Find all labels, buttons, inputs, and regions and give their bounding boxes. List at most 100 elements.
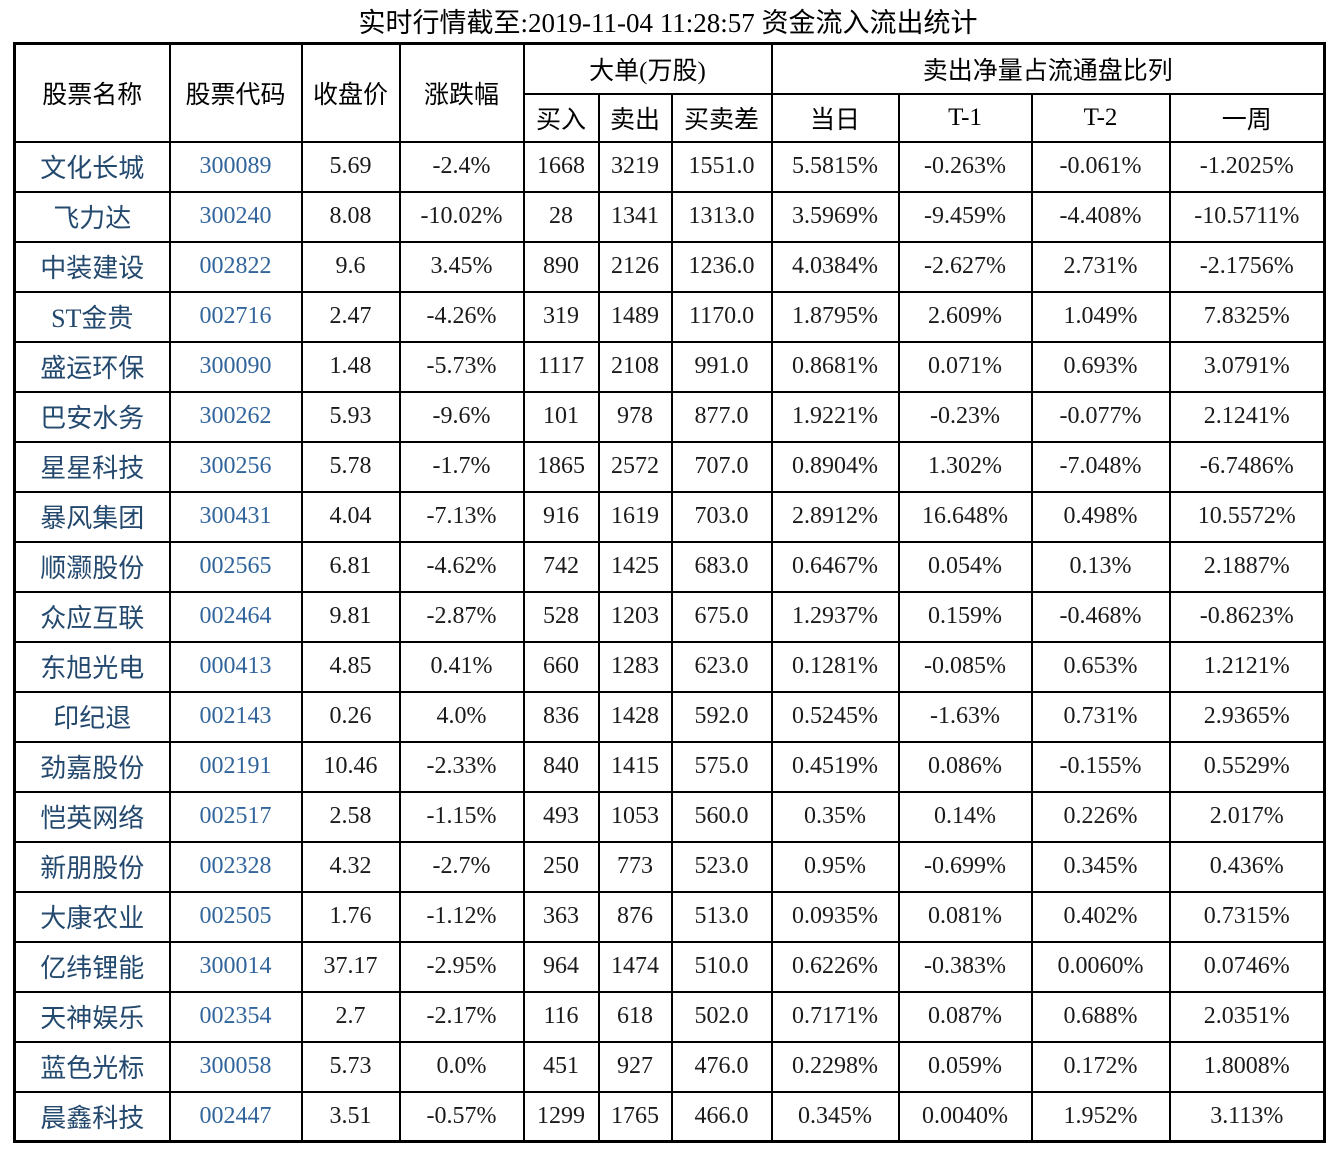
close-price-cell: 5.78: [300, 440, 401, 493]
week-ratio-cell: 2.0351%: [1168, 990, 1326, 1043]
change-pct-cell: -4.62%: [398, 540, 525, 593]
change-pct-cell: -1.15%: [398, 790, 525, 843]
buy-volume-cell: 1865: [522, 440, 600, 493]
t2-ratio-cell: 0.498%: [1030, 490, 1171, 543]
week-ratio-cell: 3.113%: [1168, 1090, 1326, 1143]
change-pct-cell: 0.0%: [398, 1040, 525, 1093]
change-pct-cell: -7.13%: [398, 490, 525, 543]
t1-ratio-cell: -0.263%: [897, 140, 1033, 193]
day-ratio-cell: 2.8912%: [770, 490, 900, 543]
stock-code-cell: 300014: [168, 940, 303, 993]
stock-code-cell: 002822: [168, 240, 303, 293]
close-price-cell: 10.46: [300, 740, 401, 793]
week-ratio-cell: 0.7315%: [1168, 890, 1326, 943]
week-ratio-cell: 0.436%: [1168, 840, 1326, 893]
close-price-cell: 6.81: [300, 540, 401, 593]
buy-volume-cell: 890: [522, 240, 600, 293]
t2-ratio-cell: 0.688%: [1030, 990, 1171, 1043]
stock-name-cell: 顺灏股份: [13, 540, 171, 593]
buy-sell-diff-cell: 1170.0: [670, 290, 773, 343]
close-price-cell: 37.17: [300, 940, 401, 993]
stock-code-cell: 300431: [168, 490, 303, 543]
col-header-week: 一周: [1168, 92, 1326, 143]
buy-volume-cell: 451: [522, 1040, 600, 1093]
day-ratio-cell: 0.95%: [770, 840, 900, 893]
day-ratio-cell: 0.1281%: [770, 640, 900, 693]
t1-ratio-cell: 0.081%: [897, 890, 1033, 943]
change-pct-cell: -1.12%: [398, 890, 525, 943]
close-price-cell: 0.26: [300, 690, 401, 743]
week-ratio-cell: 0.5529%: [1168, 740, 1326, 793]
day-ratio-cell: 1.9221%: [770, 390, 900, 443]
sell-volume-cell: 927: [597, 1040, 673, 1093]
col-header-sell: 卖出: [597, 92, 673, 143]
fund-flow-table: 股票名称 股票代码 收盘价 涨跌幅 大单(万股) 卖出净量占流通盘比列 买入 卖…: [13, 42, 1327, 1143]
col-group-net-sell-ratio: 卖出净量占流通盘比列: [770, 42, 1326, 95]
buy-volume-cell: 1299: [522, 1090, 600, 1143]
close-price-cell: 2.47: [300, 290, 401, 343]
week-ratio-cell: 1.8008%: [1168, 1040, 1326, 1093]
day-ratio-cell: 0.7171%: [770, 990, 900, 1043]
stock-code-cell: 002328: [168, 840, 303, 893]
table-row: 文化长城 300089 5.69 -2.4% 1668 3219 1551.0 …: [13, 140, 1326, 193]
t1-ratio-cell: -0.699%: [897, 840, 1033, 893]
stock-name-cell: 东旭光电: [13, 640, 171, 693]
change-pct-cell: -2.95%: [398, 940, 525, 993]
stock-code-cell: 002143: [168, 690, 303, 743]
header-group-row: 股票名称 股票代码 收盘价 涨跌幅 大单(万股) 卖出净量占流通盘比列: [13, 42, 1326, 143]
day-ratio-cell: 4.0384%: [770, 240, 900, 293]
close-price-cell: 2.58: [300, 790, 401, 843]
sell-volume-cell: 3219: [597, 140, 673, 193]
buy-sell-diff-cell: 683.0: [670, 540, 773, 593]
sell-volume-cell: 1765: [597, 1090, 673, 1143]
stock-code-cell: 300090: [168, 340, 303, 393]
sell-volume-cell: 2108: [597, 340, 673, 393]
t2-ratio-cell: 0.653%: [1030, 640, 1171, 693]
buy-volume-cell: 363: [522, 890, 600, 943]
col-header-buy-sell-diff: 买卖差: [670, 92, 773, 143]
stock-name-cell: 暴风集团: [13, 490, 171, 543]
buy-volume-cell: 250: [522, 840, 600, 893]
sell-volume-cell: 1053: [597, 790, 673, 843]
stock-name-cell: 众应互联: [13, 590, 171, 643]
sell-volume-cell: 1425: [597, 540, 673, 593]
stock-code-cell: 002565: [168, 540, 303, 593]
t1-ratio-cell: -2.627%: [897, 240, 1033, 293]
stock-name-cell: ST金贵: [13, 290, 171, 343]
day-ratio-cell: 0.35%: [770, 790, 900, 843]
stock-code-cell: 300058: [168, 1040, 303, 1093]
t2-ratio-cell: 0.13%: [1030, 540, 1171, 593]
buy-volume-cell: 528: [522, 590, 600, 643]
stock-code-cell: 300240: [168, 190, 303, 243]
buy-volume-cell: 742: [522, 540, 600, 593]
stock-name-cell: 盛运环保: [13, 340, 171, 393]
sell-volume-cell: 1428: [597, 690, 673, 743]
stock-name-cell: 中装建设: [13, 240, 171, 293]
t1-ratio-cell: 0.14%: [897, 790, 1033, 843]
buy-sell-diff-cell: 1551.0: [670, 140, 773, 193]
change-pct-cell: -9.6%: [398, 390, 525, 443]
close-price-cell: 1.76: [300, 890, 401, 943]
close-price-cell: 9.6: [300, 240, 401, 293]
stock-name-cell: 大康农业: [13, 890, 171, 943]
t2-ratio-cell: -7.048%: [1030, 440, 1171, 493]
buy-sell-diff-cell: 877.0: [670, 390, 773, 443]
stock-name-cell: 巴安水务: [13, 390, 171, 443]
t2-ratio-cell: 1.049%: [1030, 290, 1171, 343]
close-price-cell: 4.32: [300, 840, 401, 893]
change-pct-cell: 4.0%: [398, 690, 525, 743]
t2-ratio-cell: 2.731%: [1030, 240, 1171, 293]
stock-code-cell: 002354: [168, 990, 303, 1043]
buy-sell-diff-cell: 592.0: [670, 690, 773, 743]
week-ratio-cell: 3.0791%: [1168, 340, 1326, 393]
buy-sell-diff-cell: 510.0: [670, 940, 773, 993]
table-row: 顺灏股份 002565 6.81 -4.62% 742 1425 683.0 0…: [13, 540, 1326, 593]
table-row: 中装建设 002822 9.6 3.45% 890 2126 1236.0 4.…: [13, 240, 1326, 293]
sell-volume-cell: 1619: [597, 490, 673, 543]
table-row: ST金贵 002716 2.47 -4.26% 319 1489 1170.0 …: [13, 290, 1326, 343]
buy-sell-diff-cell: 707.0: [670, 440, 773, 493]
table-row: 印纪退 002143 0.26 4.0% 836 1428 592.0 0.52…: [13, 690, 1326, 743]
table-row: 暴风集团 300431 4.04 -7.13% 916 1619 703.0 2…: [13, 490, 1326, 543]
close-price-cell: 4.04: [300, 490, 401, 543]
stock-code-cell: 002716: [168, 290, 303, 343]
